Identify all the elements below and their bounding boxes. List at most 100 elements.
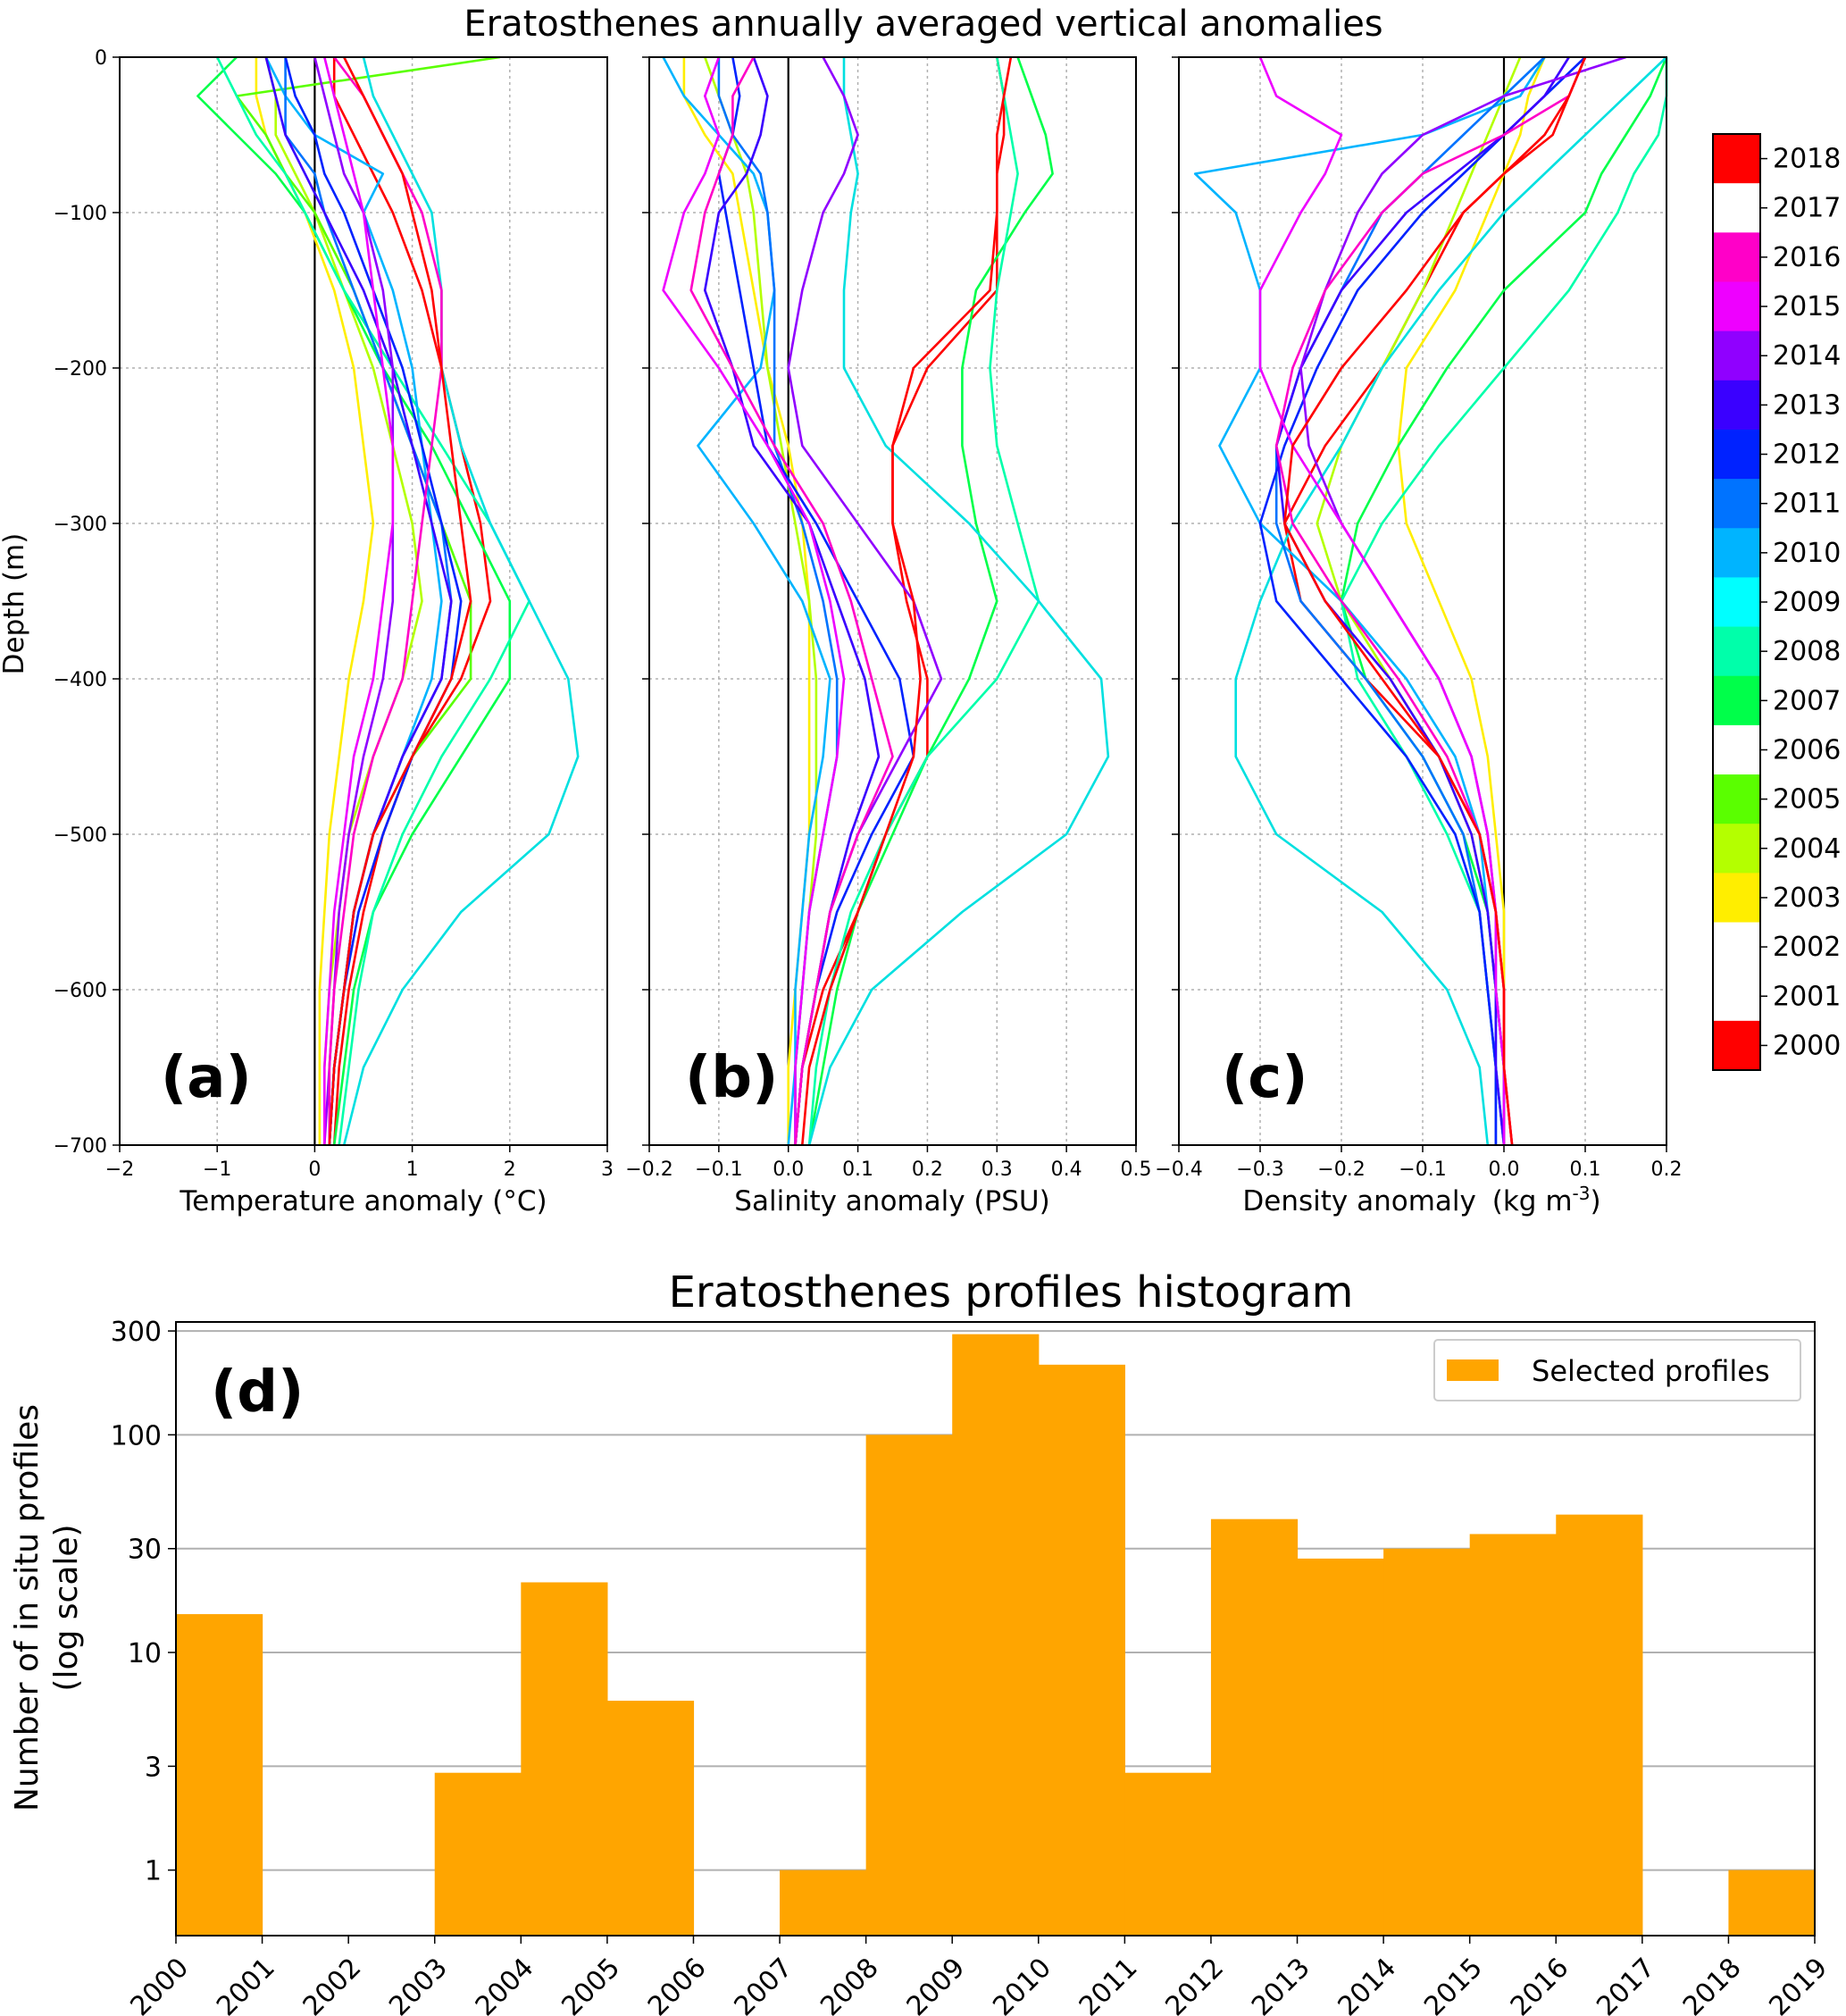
y-tick-label: −400 [54, 669, 107, 691]
profile-line-2004 [1316, 56, 1522, 1145]
colorbar-swatch-2007 [1713, 675, 1760, 726]
hist-y-tick-label: 1 [145, 1856, 162, 1887]
hist-y-tick-label: 300 [111, 1317, 162, 1348]
hist-bar-2016 [1556, 1514, 1643, 1936]
panel-b-letter: (b) [685, 1045, 778, 1111]
x-tick-label: −0.1 [1399, 1159, 1446, 1181]
panel-c-letter: (c) [1222, 1045, 1307, 1111]
profile-line-2008 [216, 56, 530, 1146]
colorbar-swatch-2016 [1713, 232, 1760, 282]
y-tick-label: −500 [54, 824, 107, 847]
profile-line-2015 [1258, 56, 1506, 1145]
x-tick-label: 0.1 [842, 1159, 873, 1181]
x-tick-label: −0.1 [695, 1159, 742, 1181]
x-tick-label: 2 [504, 1159, 516, 1181]
x-tick-label: 0.2 [1651, 1159, 1683, 1181]
profile-line-2012 [1258, 56, 1586, 1145]
profile-line-2009 [807, 57, 1110, 1146]
year-colorbar: 2018 2017 2016 2015 2014 2013 2012 2011 2010 2009… [1712, 133, 1841, 1071]
y-tick-label: 0 [95, 47, 107, 70]
y-tick-label: −700 [54, 1135, 107, 1158]
panel-a-xlabel: Temperature anomaly (°C) [179, 1185, 547, 1217]
colorbar-label-2017: 2017 [1773, 193, 1841, 224]
colorbar-swatch-2010 [1713, 528, 1760, 578]
panel-b-xlabel: Salinity anomaly (PSU) [734, 1185, 1049, 1217]
colorbar-label-2016: 2016 [1773, 242, 1841, 273]
colorbar-label-2012: 2012 [1773, 439, 1841, 471]
hist-x-tick-label: 2005 [555, 1952, 626, 2016]
panel-a-letter: (a) [161, 1045, 252, 1111]
colorbar-swatch-2009 [1713, 577, 1760, 628]
profile-line-2011 [284, 57, 453, 1146]
histogram-legend: Selected profiles [1433, 1339, 1801, 1401]
x-tick-label: 0.4 [1051, 1159, 1082, 1181]
axes-frame [119, 56, 608, 1146]
hist-bar-2005 [606, 1701, 695, 1936]
colorbar-swatch-2003 [1713, 873, 1760, 924]
hist-x-tick-label: 2009 [901, 1952, 972, 2016]
colorbar-swatch-2014 [1713, 330, 1760, 381]
hist-frame [175, 1321, 1816, 1937]
profile-line-2007 [196, 56, 512, 1146]
hist-x-tick-label: 2019 [1763, 1952, 1833, 2016]
colorbar-label-2001: 2001 [1773, 981, 1841, 1012]
profile-line-2012 [717, 56, 915, 1146]
x-tick-label: 0.0 [1489, 1159, 1520, 1181]
profile-line-2003 [1397, 56, 1546, 1145]
x-tick-label: 0.5 [1121, 1159, 1152, 1181]
hist-x-tick-label: 2007 [729, 1952, 799, 2016]
profile-line-2000 [794, 56, 1006, 1146]
y-tick-label: −200 [54, 358, 107, 381]
legend-swatch [1447, 1359, 1499, 1381]
hist-x-tick-label: 2000 [124, 1952, 195, 2016]
hist-x-tick-label: 2012 [1159, 1952, 1230, 2016]
profile-line-2014 [787, 56, 943, 1146]
profile-line-2018 [1283, 56, 1587, 1146]
profile-line-2009 [342, 56, 580, 1146]
colorbar-label-2018: 2018 [1773, 144, 1841, 175]
hist-bar-2000 [176, 1614, 263, 1936]
colorbar-swatch-2008 [1713, 626, 1760, 677]
hist-x-tick-label: 2010 [987, 1952, 1057, 2016]
colorbar-label-2010: 2010 [1773, 538, 1841, 569]
hist-x-tick-label: 2011 [1073, 1952, 1144, 2016]
profile-line-2018 [801, 56, 1013, 1146]
colorbar-swatch-2001 [1713, 971, 1760, 1022]
profile-line-2015 [662, 56, 846, 1145]
colorbar-label-2014: 2014 [1773, 340, 1841, 372]
colorbar-label-2003: 2003 [1773, 883, 1841, 914]
colorbar-swatch-2011 [1713, 479, 1760, 529]
x-tick-label: −0.2 [1317, 1159, 1365, 1181]
hist-x-tick-label: 2017 [1591, 1952, 1661, 2016]
panel-b-salinity: −0.2 −0.1 0.0 0.1 0.2 0.3 0.4 0.5 [625, 56, 1152, 1181]
colorbar-label-2011: 2011 [1773, 489, 1841, 520]
hist-bar-2004 [521, 1582, 608, 1936]
colorbar-label-2002: 2002 [1773, 932, 1841, 963]
colorbar-swatch-2012 [1713, 429, 1760, 480]
x-tick-label: −0.4 [1155, 1159, 1202, 1181]
panel-c-xlabel-unit: (kg m [1492, 1185, 1573, 1217]
hist-x-tick-label: 2018 [1677, 1952, 1748, 2016]
colorbar-label-2008: 2008 [1773, 636, 1841, 667]
y-tick-label: −100 [54, 203, 107, 225]
profile-line-2016 [1274, 56, 1587, 1146]
depth-axis-label: Depth (m) [0, 533, 30, 675]
profile-line-2007 [807, 56, 1054, 1146]
colorbar-frame [1712, 133, 1761, 1071]
x-tick-label: −2 [105, 1159, 134, 1181]
colorbar-swatch-2018 [1713, 134, 1760, 184]
profile-line-2004 [264, 56, 423, 1145]
hist-bar-2018 [1728, 1870, 1816, 1936]
colorbar-swatch-2000 [1713, 1020, 1760, 1071]
hist-y-tick-label: 3 [145, 1752, 162, 1783]
hist-bar-2010 [1038, 1364, 1125, 1936]
hist-bar-2003 [434, 1772, 522, 1936]
hist-bar-2014 [1383, 1548, 1471, 1936]
profile-line-2015 [322, 56, 395, 1145]
hist-bar-2007 [780, 1870, 867, 1936]
hist-bar-2015 [1469, 1534, 1557, 1936]
x-tick-label: 3 [601, 1159, 614, 1181]
hist-bar-2011 [1124, 1772, 1212, 1936]
hist-bar-2008 [865, 1435, 953, 1936]
hist-x-tick-label: 2004 [470, 1952, 540, 2016]
